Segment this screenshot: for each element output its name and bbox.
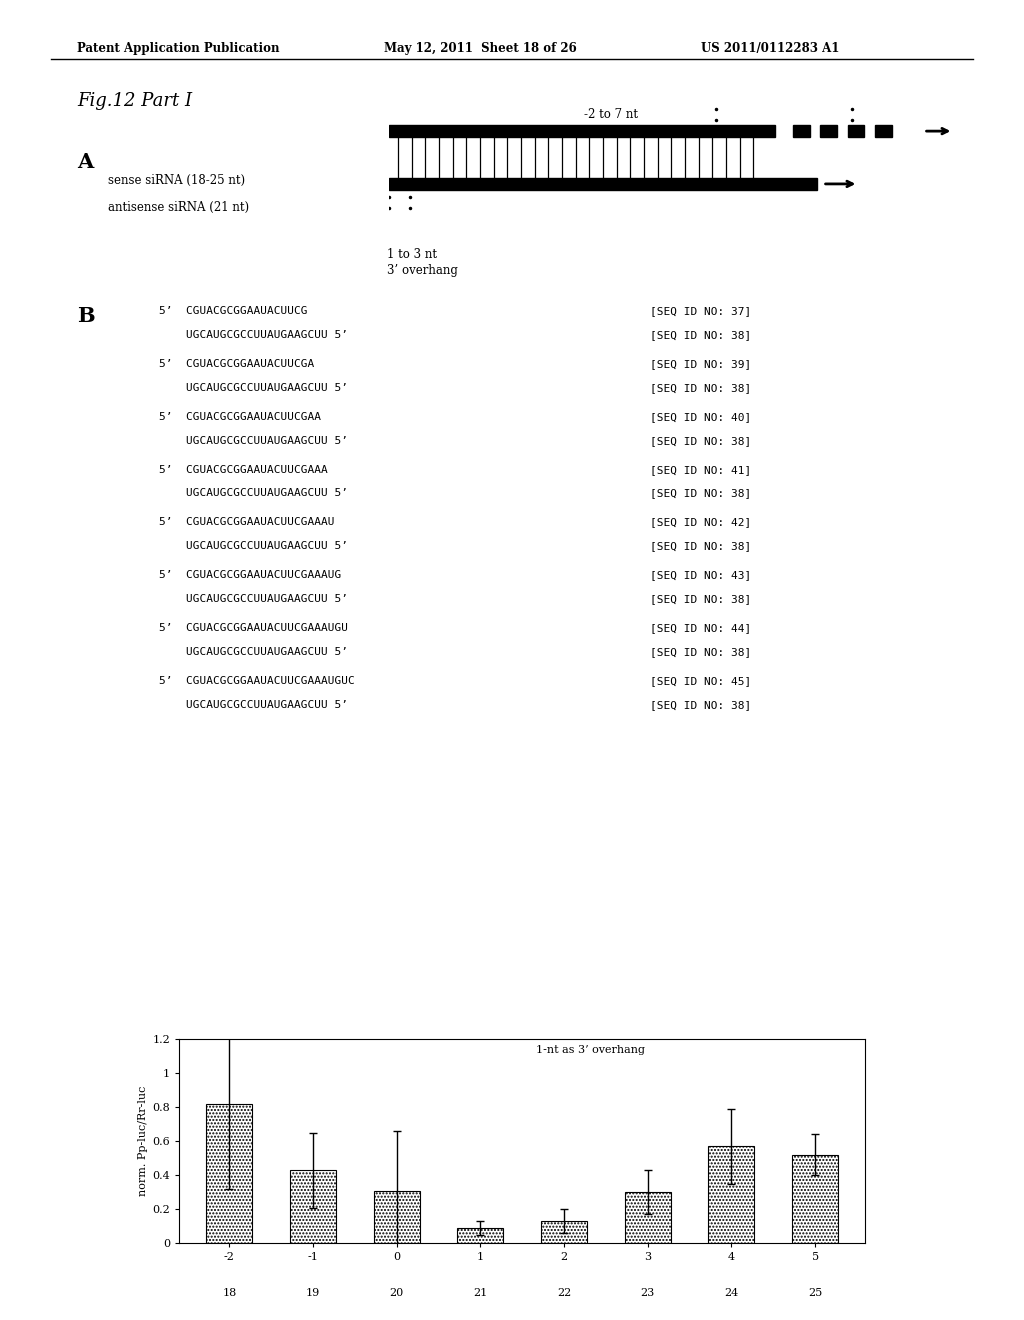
Text: antisense siRNA (21 nt): antisense siRNA (21 nt) [108,201,249,214]
Text: [SEQ ID NO: 39]: [SEQ ID NO: 39] [650,359,752,370]
Text: 19: 19 [306,1288,321,1299]
Bar [389,125,775,137]
Bar [290,1170,336,1243]
Text: [SEQ ID NO: 43]: [SEQ ID NO: 43] [650,570,752,581]
Text: 5’  CGUACGCGGAAUACUUCG: 5’ CGUACGCGGAAUACUUCG [159,306,307,317]
Text: 5’  CGUACGCGGAAUACUUCGAAAUGUC: 5’ CGUACGCGGAAUACUUCGAAAUGUC [159,676,354,686]
Text: -2 to 7 nt: -2 to 7 nt [584,108,638,121]
Text: Fig.12 Part I: Fig.12 Part I [77,92,191,111]
Text: UGCAUGCGCCUUAUGAAGCUU 5’: UGCAUGCGCCUUAUGAAGCUU 5’ [159,594,348,605]
Text: [SEQ ID NO: 38]: [SEQ ID NO: 38] [650,488,752,499]
Text: UGCAUGCGCCUUAUGAAGCUU 5’: UGCAUGCGCCUUAUGAAGCUU 5’ [159,383,348,393]
Text: 5’  CGUACGCGGAAUACUUCGAA: 5’ CGUACGCGGAAUACUUCGAA [159,412,321,422]
Bar [541,1221,587,1243]
Text: 5’  CGUACGCGGAAUACUUCGAAAU: 5’ CGUACGCGGAAUACUUCGAAAU [159,517,334,528]
Bar [207,1104,252,1243]
Text: 5’  CGUACGCGGAAUACUUCGAAA: 5’ CGUACGCGGAAUACUUCGAAA [159,465,328,475]
Bar [374,1191,420,1243]
Text: UGCAUGCGCCUUAUGAAGCUU 5’: UGCAUGCGCCUUAUGAAGCUU 5’ [159,330,348,341]
Text: 1 to 3 nt: 1 to 3 nt [387,248,437,261]
Text: sense siRNA (18-25 nt): sense siRNA (18-25 nt) [108,174,245,187]
Text: 5’  CGUACGCGGAAUACUUCGA: 5’ CGUACGCGGAAUACUUCGA [159,359,314,370]
Text: 22: 22 [557,1288,571,1299]
Text: [SEQ ID NO: 38]: [SEQ ID NO: 38] [650,594,752,605]
Text: [SEQ ID NO: 42]: [SEQ ID NO: 42] [650,517,752,528]
Bar [848,125,864,137]
Text: UGCAUGCGCCUUAUGAAGCUU 5’: UGCAUGCGCCUUAUGAAGCUU 5’ [159,700,348,710]
Text: 3’ overhang: 3’ overhang [584,125,654,139]
Text: [SEQ ID NO: 38]: [SEQ ID NO: 38] [650,647,752,657]
Text: [SEQ ID NO: 38]: [SEQ ID NO: 38] [650,383,752,393]
Text: [SEQ ID NO: 38]: [SEQ ID NO: 38] [650,330,752,341]
Y-axis label: norm. Pp-luc/Rr-luc: norm. Pp-luc/Rr-luc [138,1086,148,1196]
Bar [874,125,892,137]
Text: [SEQ ID NO: 38]: [SEQ ID NO: 38] [650,700,752,710]
Bar [793,125,810,137]
Text: 24: 24 [724,1288,738,1299]
Bar [389,178,817,190]
Text: 21: 21 [473,1288,487,1299]
Text: [SEQ ID NO: 41]: [SEQ ID NO: 41] [650,465,752,475]
Text: [SEQ ID NO: 44]: [SEQ ID NO: 44] [650,623,752,634]
Text: 1-nt as 3’ overhang: 1-nt as 3’ overhang [537,1045,645,1055]
Text: UGCAUGCGCCUUAUGAAGCUU 5’: UGCAUGCGCCUUAUGAAGCUU 5’ [159,647,348,657]
Bar [820,125,837,137]
Text: Patent Application Publication: Patent Application Publication [77,42,280,55]
Text: 20: 20 [389,1288,403,1299]
Text: UGCAUGCGCCUUAUGAAGCUU 5’: UGCAUGCGCCUUAUGAAGCUU 5’ [159,488,348,499]
Bar [458,1228,504,1243]
Text: [SEQ ID NO: 38]: [SEQ ID NO: 38] [650,436,752,446]
Text: 18: 18 [222,1288,237,1299]
Bar [625,1192,671,1243]
Text: 3’ overhang: 3’ overhang [387,264,458,277]
Text: May 12, 2011  Sheet 18 of 26: May 12, 2011 Sheet 18 of 26 [384,42,577,55]
Text: [SEQ ID NO: 45]: [SEQ ID NO: 45] [650,676,752,686]
Bar [709,1146,755,1243]
Text: [SEQ ID NO: 40]: [SEQ ID NO: 40] [650,412,752,422]
Text: UGCAUGCGCCUUAUGAAGCUU 5’: UGCAUGCGCCUUAUGAAGCUU 5’ [159,541,348,552]
Text: A: A [77,152,93,172]
Text: [SEQ ID NO: 38]: [SEQ ID NO: 38] [650,541,752,552]
Text: 5’  CGUACGCGGAAUACUUCGAAAUGU: 5’ CGUACGCGGAAUACUUCGAAAUGU [159,623,348,634]
Text: B: B [77,306,94,326]
Text: UGCAUGCGCCUUAUGAAGCUU 5’: UGCAUGCGCCUUAUGAAGCUU 5’ [159,436,348,446]
Bar [793,1155,838,1243]
Text: 23: 23 [641,1288,655,1299]
Text: US 2011/0112283 A1: US 2011/0112283 A1 [701,42,840,55]
Text: 5’  CGUACGCGGAAUACUUCGAAAUG: 5’ CGUACGCGGAAUACUUCGAAAUG [159,570,341,581]
Text: [SEQ ID NO: 37]: [SEQ ID NO: 37] [650,306,752,317]
Text: 25: 25 [808,1288,822,1299]
